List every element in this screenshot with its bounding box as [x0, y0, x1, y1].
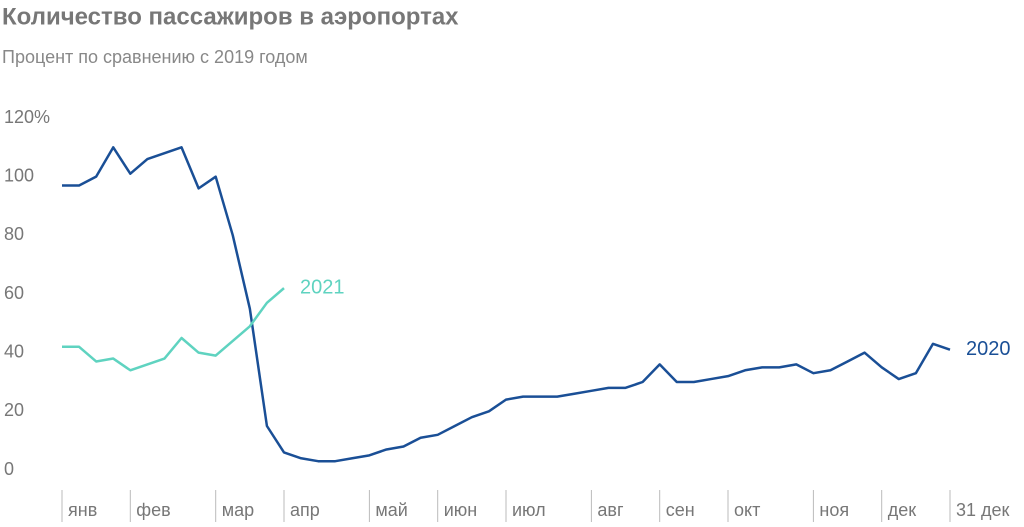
- x-tick-label: 31 дек: [956, 500, 1010, 520]
- x-tick-label: июл: [512, 500, 546, 520]
- chart-title: Количество пассажиров в аэропортах: [2, 3, 459, 30]
- y-tick-label: 0: [4, 459, 14, 479]
- series-label: 2020: [966, 338, 1011, 360]
- y-tick-label: 120%: [4, 107, 50, 127]
- chart-subtitle: Процент по сравнению с 2019 годом: [2, 47, 308, 67]
- series-line: [62, 287, 285, 372]
- y-tick-label: 20: [4, 400, 24, 420]
- x-tick-label: авг: [597, 500, 624, 520]
- x-tick-label: мар: [222, 500, 254, 520]
- y-tick-label: 60: [4, 283, 24, 303]
- y-tick-label: 40: [4, 341, 24, 361]
- y-tick-label: 80: [4, 224, 24, 244]
- x-tick-label: дек: [888, 500, 917, 520]
- series-label: 2021: [300, 276, 345, 298]
- x-tick-label: апр: [290, 500, 320, 520]
- x-tick-label: июн: [444, 500, 478, 520]
- x-tick-label: фев: [136, 500, 170, 520]
- series-line: [62, 146, 951, 463]
- x-tick-label: окт: [734, 500, 760, 520]
- x-tick-label: янв: [68, 500, 97, 520]
- x-tick-label: ноя: [819, 500, 849, 520]
- y-tick-label: 100: [4, 165, 34, 185]
- x-tick-label: май: [375, 500, 407, 520]
- x-tick-label: сен: [666, 500, 695, 520]
